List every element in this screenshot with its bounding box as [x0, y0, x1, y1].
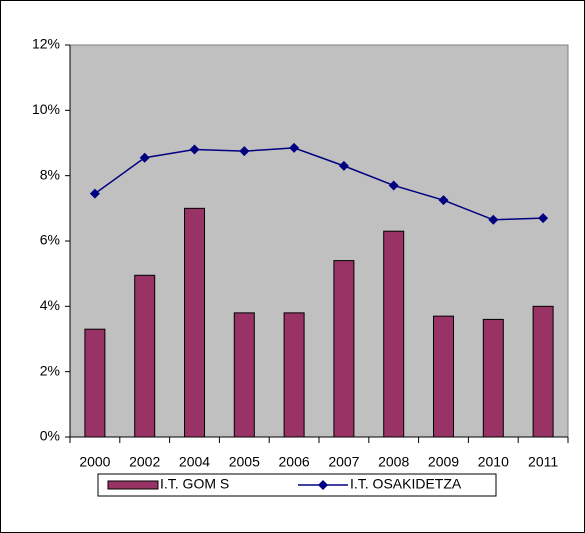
- line-marker: [239, 146, 250, 157]
- line-marker: [189, 144, 200, 155]
- bar: [383, 230, 405, 438]
- legend-box: [97, 473, 497, 497]
- x-tick-label: 2004: [179, 454, 210, 470]
- line-marker: [89, 188, 100, 199]
- y-tick-label: 10%: [32, 101, 60, 117]
- y-tick-label: 2%: [40, 362, 60, 378]
- line-marker: [538, 213, 549, 224]
- y-tick-label: 6%: [40, 232, 60, 248]
- y-tick-label: 4%: [40, 297, 60, 313]
- y-tick-label: 0%: [40, 428, 60, 444]
- x-tick-label: 2009: [428, 454, 459, 470]
- y-tick-label: 8%: [40, 166, 60, 182]
- legend-marker: [318, 480, 328, 490]
- bar: [184, 207, 205, 438]
- line: [94, 147, 544, 221]
- line-marker: [289, 142, 300, 153]
- bar: [84, 328, 106, 438]
- x-tick-label: 2002: [129, 454, 160, 470]
- line-marker: [438, 195, 449, 206]
- legend-swatch: [107, 480, 159, 490]
- x-tick-label: 2006: [279, 454, 310, 470]
- bar: [433, 315, 454, 438]
- line-marker: [388, 180, 399, 191]
- bar: [532, 305, 554, 438]
- x-tick-label: 2008: [378, 454, 409, 470]
- line-marker: [488, 214, 499, 225]
- x-tick-label: 2000: [79, 454, 110, 470]
- x-tick-label: 2010: [478, 454, 509, 470]
- y-tick-label: 12%: [32, 36, 60, 52]
- line-marker: [338, 160, 349, 171]
- x-tick-label: 2005: [229, 454, 260, 470]
- line-marker: [139, 152, 150, 163]
- bar: [134, 274, 156, 438]
- bar: [283, 312, 305, 438]
- legend-label: I.T. OSAKIDETZA: [350, 476, 462, 492]
- legend-label: I.T. GOM S: [160, 476, 229, 492]
- bar: [482, 318, 504, 438]
- bar: [333, 260, 355, 438]
- bar: [233, 312, 255, 438]
- x-tick-label: 2011: [528, 454, 558, 470]
- x-tick-label: 2007: [328, 454, 359, 470]
